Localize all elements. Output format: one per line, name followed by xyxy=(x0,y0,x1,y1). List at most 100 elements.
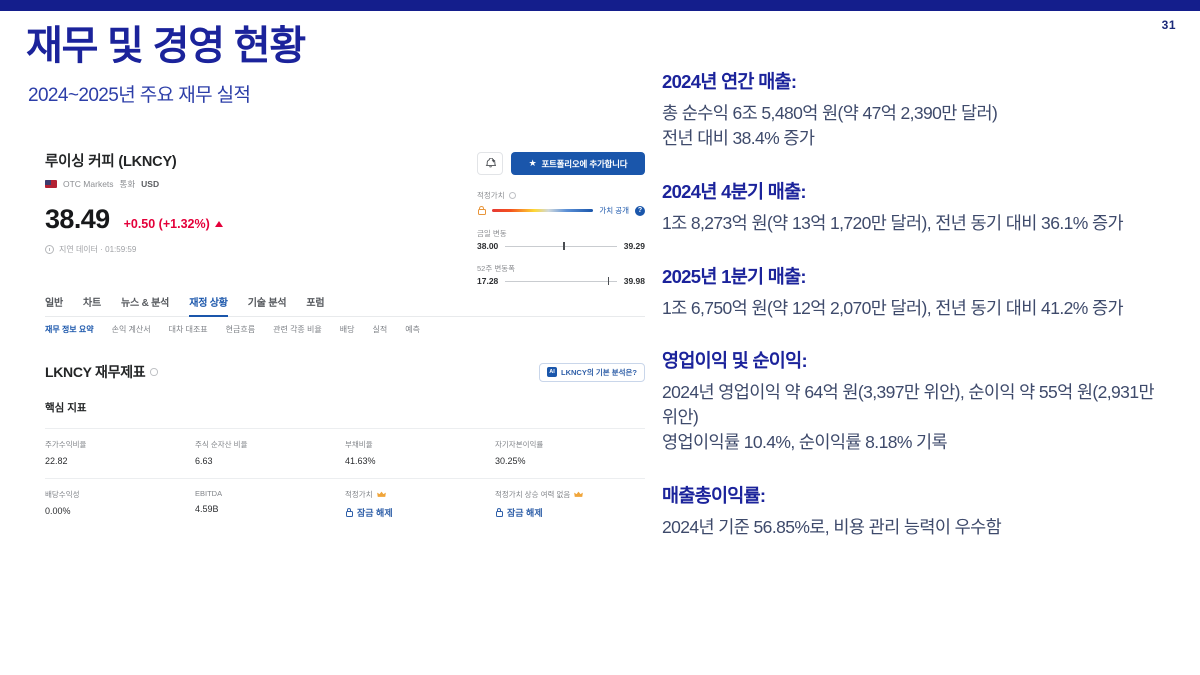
premium-crown-icon xyxy=(376,491,386,497)
metric-value-text: 30.25% xyxy=(495,456,526,466)
add-to-portfolio-button[interactable]: ★ 포트폴리오에 추가합니다 xyxy=(511,152,645,175)
metric-value: 0.00% xyxy=(45,506,183,516)
subtab-6[interactable]: 실적 xyxy=(372,325,388,334)
exchange-label: OTC Markets xyxy=(63,179,114,189)
ai-analysis-label: LKNCY의 기본 분석은? xyxy=(561,367,637,377)
lock-icon xyxy=(495,508,503,517)
week52-range-marker xyxy=(607,277,610,285)
lock-icon xyxy=(477,205,486,216)
tab-5[interactable]: 포럼 xyxy=(306,298,325,309)
week52-range-row: 17.28 39.98 xyxy=(477,276,645,286)
day-range-low: 38.00 xyxy=(477,241,499,251)
content-block: 2024년 연간 매출: 총 순수익 6조 5,480억 원(약 47억 2,39… xyxy=(662,68,1172,151)
subtab-0[interactable]: 재무 정보 요약 xyxy=(45,325,94,334)
tab-2[interactable]: 뉴스 & 분석 xyxy=(121,298,170,309)
metric-label: EBITDA xyxy=(195,489,333,498)
content-block-heading: 매출총이익률: xyxy=(662,484,766,506)
us-flag-icon xyxy=(45,179,57,189)
content-block-body: 2024년 기준 56.85%로, 비용 관리 능력이 우수함 xyxy=(662,516,1002,537)
week52-range-title: 52주 변동폭 xyxy=(477,264,516,273)
metric-value-text: 41.63% xyxy=(345,456,376,466)
content-block-heading: 2024년 4분기 매출: xyxy=(662,180,807,202)
subtab-5[interactable]: 배당 xyxy=(339,325,355,334)
add-to-portfolio-label: 포트폴리오에 추가합니다 xyxy=(541,158,628,169)
stock-price: 38.49 xyxy=(45,204,110,234)
stock-change-value: +0.50 (+1.32%) xyxy=(123,217,210,231)
metric-unlock-button[interactable]: 잠금 해제 xyxy=(345,506,483,519)
bell-plus-icon xyxy=(485,158,496,168)
help-icon[interactable]: ? xyxy=(635,205,645,216)
metric-label-text: 배당수익성 xyxy=(45,490,80,499)
week52-range-block: 52주 변동폭 17.28 39.98 xyxy=(477,263,645,286)
metric-cell: EBITDA 4.59B xyxy=(195,478,345,531)
content-block-heading: 영업이익 및 순이익: xyxy=(662,350,808,372)
key-metrics-title: 핵심 지표 xyxy=(45,402,87,414)
fair-value-gradient-bar xyxy=(492,209,594,212)
day-range-row: 38.00 39.29 xyxy=(477,241,645,251)
day-range-title: 금일 변동 xyxy=(477,229,507,238)
week52-range-high: 39.98 xyxy=(623,276,645,286)
metric-label: 부채비율 xyxy=(345,439,483,450)
content-block-body: 총 순수익 6조 5,480억 원(약 47억 2,390만 달러) 전년 대비… xyxy=(662,103,998,148)
subtab-7[interactable]: 예측 xyxy=(405,325,420,334)
stock-widget: 루이싱 커피 (LKNCY) OTC Markets 통화 USD 38.49 … xyxy=(45,150,645,525)
metric-label: 자기자본이익률 xyxy=(495,439,633,450)
subtab-3[interactable]: 현금흐름 xyxy=(225,325,256,334)
metric-label: 배당수익성 xyxy=(45,489,183,500)
content-block-body: 1조 6,750억 원(약 12억 2,070만 달러), 전년 동기 대비 4… xyxy=(662,297,1124,318)
star-icon: ★ xyxy=(528,158,537,168)
metric-cell: 자기자본이익률 30.25% xyxy=(495,428,645,478)
metric-label-text: EBITDA xyxy=(195,489,223,498)
metric-value-text: 잠금 해제 xyxy=(507,508,543,518)
tab-1[interactable]: 차트 xyxy=(83,298,101,309)
subtab-2[interactable]: 대차 대조표 xyxy=(168,325,208,334)
metric-cell: 주가수익비율 22.82 xyxy=(45,428,195,478)
metric-label-text: 적정가치 상승 여력 없음 xyxy=(495,490,571,499)
widget-subtabs: 재무 정보 요약 손익 계산서 대차 대조표 현금흐름 관련 각종 비율 배당 실적 예측 xyxy=(45,324,645,335)
disclose-value-link[interactable]: 가치 공개 xyxy=(599,206,629,215)
content-block-heading: 2024년 연간 매출: xyxy=(662,71,797,92)
add-alert-button[interactable] xyxy=(477,152,503,175)
metric-unlock-button[interactable]: 잠금 해제 xyxy=(495,506,633,519)
metric-cell: 배당수익성 0.00% xyxy=(45,478,195,531)
metric-value: 4.59B xyxy=(195,504,333,514)
content-column: 2024년 연간 매출: 총 순수익 6조 5,480억 원(약 47억 2,39… xyxy=(662,68,1172,540)
fair-value-label: 적정가치 xyxy=(477,191,505,200)
caret-up-icon xyxy=(214,221,223,227)
lock-icon xyxy=(345,508,353,517)
metric-label-text: 적정가치 xyxy=(345,490,373,499)
quote-timestamp-label: 지연 데이터 · 01:59:59 xyxy=(59,245,137,254)
subtab-4[interactable]: 관련 각종 비율 xyxy=(273,325,322,334)
content-block: 2024년 4분기 매출: 1조 8,273억 원(약 13억 1,720만 달러… xyxy=(662,178,1172,236)
ai-badge-icon: AI xyxy=(547,367,558,377)
financials-info-icon[interactable] xyxy=(150,368,158,376)
tab-4[interactable]: 기술 분석 xyxy=(247,298,287,309)
fair-value-bar-row: 가치 공개 ? xyxy=(477,205,645,216)
page-number: 31 xyxy=(1161,18,1176,32)
metric-value-text: 0.00% xyxy=(45,506,71,516)
metric-cell: 주식 순자산 비율 6.63 xyxy=(195,428,345,478)
top-accent-bar xyxy=(0,0,1200,11)
action-row: ★ 포트폴리오에 추가합니다 xyxy=(477,152,645,175)
financials-header: LKNCY 재무제표 AI LKNCY의 기본 분석은? xyxy=(45,362,645,382)
metric-value: 22.82 xyxy=(45,456,183,466)
subtab-1[interactable]: 손익 계산서 xyxy=(111,325,151,334)
metric-value-text: 6.63 xyxy=(195,456,213,466)
tab-3[interactable]: 재정 상황 xyxy=(189,294,228,317)
content-block-body: 1조 8,273억 원(약 13억 1,720만 달러), 전년 동기 대비 3… xyxy=(662,212,1124,233)
content-block-heading: 2025년 1분기 매출: xyxy=(662,265,807,287)
stock-meta: OTC Markets 통화 USD xyxy=(45,178,645,190)
ai-analysis-button[interactable]: AI LKNCY의 기본 분석은? xyxy=(539,362,645,382)
financials-title: LKNCY 재무제표 xyxy=(45,362,158,382)
premium-crown-icon xyxy=(574,491,584,497)
metric-value-text: 4.59B xyxy=(195,504,219,514)
tab-0[interactable]: 일반 xyxy=(45,298,63,309)
quote-timestamp: 지연 데이터 · 01:59:59 xyxy=(45,244,645,255)
currency-label: 통화 xyxy=(119,179,136,189)
info-icon[interactable] xyxy=(508,191,517,200)
page-subtitle: 2024~2025년 주요 재무 실적 xyxy=(28,85,251,106)
content-block: 매출총이익률: 2024년 기준 56.85%로, 비용 관리 능력이 우수함 xyxy=(662,482,1172,540)
page-title: 재무 및 경영 현황 xyxy=(26,24,306,68)
